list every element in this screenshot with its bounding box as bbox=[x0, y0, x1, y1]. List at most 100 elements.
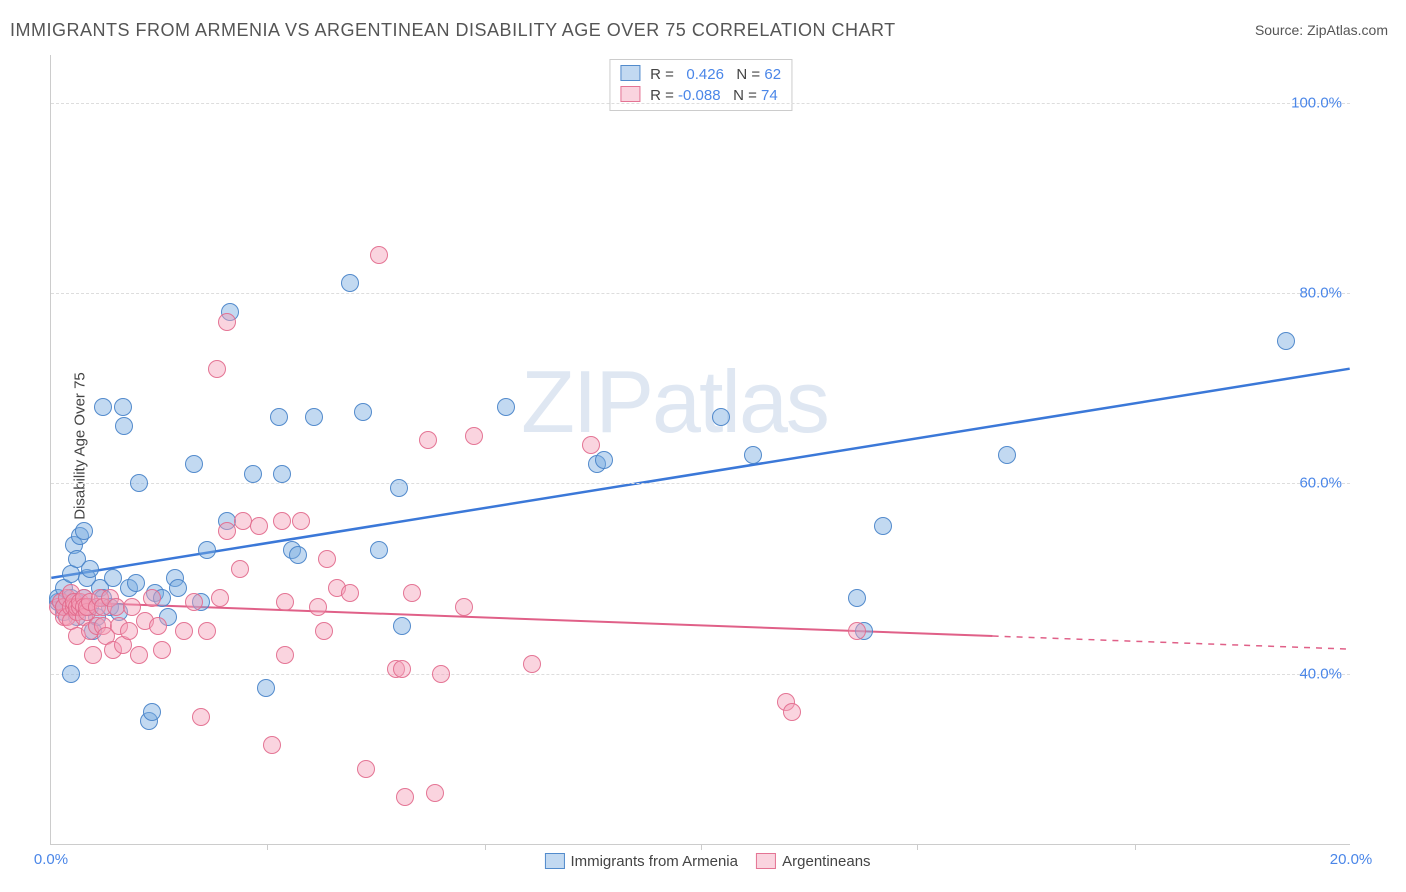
gridline-h bbox=[51, 293, 1350, 294]
x-minor-tick bbox=[917, 844, 918, 850]
data-point-armenia bbox=[130, 474, 148, 492]
gridline-h bbox=[51, 483, 1350, 484]
y-tick-label: 40.0% bbox=[1299, 665, 1342, 682]
data-point-armenia bbox=[185, 455, 203, 473]
data-point-armenia bbox=[81, 560, 99, 578]
data-point-armenia bbox=[744, 446, 762, 464]
data-point-armenia bbox=[1277, 332, 1295, 350]
x-minor-tick bbox=[485, 844, 486, 850]
data-point-argentina bbox=[192, 708, 210, 726]
data-point-argentina bbox=[149, 617, 167, 635]
data-point-armenia bbox=[114, 398, 132, 416]
data-point-armenia bbox=[393, 617, 411, 635]
source-link[interactable]: ZipAtlas.com bbox=[1307, 22, 1388, 38]
data-point-armenia bbox=[104, 569, 122, 587]
data-point-argentina bbox=[185, 593, 203, 611]
plot-area: ZIPatlas R = 0.426 N = 62 R = -0.088 N =… bbox=[50, 55, 1350, 845]
y-tick-label: 60.0% bbox=[1299, 475, 1342, 492]
data-point-argentina bbox=[123, 598, 141, 616]
data-point-argentina bbox=[84, 646, 102, 664]
data-point-argentina bbox=[218, 313, 236, 331]
x-tick-label: 20.0% bbox=[1330, 851, 1373, 868]
data-point-argentina bbox=[582, 436, 600, 454]
source-attribution: Source: ZipAtlas.com bbox=[1255, 22, 1388, 38]
data-point-armenia bbox=[198, 541, 216, 559]
watermark: ZIPatlas bbox=[521, 351, 828, 453]
data-point-armenia bbox=[270, 408, 288, 426]
data-point-argentina bbox=[783, 703, 801, 721]
data-point-argentina bbox=[357, 760, 375, 778]
data-point-armenia bbox=[143, 703, 161, 721]
data-point-argentina bbox=[250, 517, 268, 535]
data-point-armenia bbox=[115, 417, 133, 435]
data-point-armenia bbox=[169, 579, 187, 597]
trend-line-dashed-argentina bbox=[993, 636, 1350, 649]
series-label-argentina: Argentineans bbox=[782, 853, 870, 870]
data-point-argentina bbox=[848, 622, 866, 640]
data-point-armenia bbox=[289, 546, 307, 564]
data-point-argentina bbox=[276, 646, 294, 664]
data-point-armenia bbox=[370, 541, 388, 559]
legend-row-armenia: R = 0.426 N = 62 bbox=[620, 64, 781, 85]
chart-title: IMMIGRANTS FROM ARMENIA VS ARGENTINEAN D… bbox=[10, 20, 896, 41]
data-point-argentina bbox=[120, 622, 138, 640]
data-point-argentina bbox=[432, 665, 450, 683]
r-value-armenia: 0.426 bbox=[686, 66, 724, 83]
series-label-armenia: Immigrants from Armenia bbox=[570, 853, 738, 870]
data-point-argentina bbox=[309, 598, 327, 616]
data-point-armenia bbox=[595, 451, 613, 469]
series-legend: Immigrants from Armenia Argentineans bbox=[530, 853, 870, 870]
data-point-armenia bbox=[848, 589, 866, 607]
data-point-argentina bbox=[208, 360, 226, 378]
data-point-armenia bbox=[244, 465, 262, 483]
data-point-argentina bbox=[426, 784, 444, 802]
data-point-argentina bbox=[315, 622, 333, 640]
data-point-argentina bbox=[341, 584, 359, 602]
data-point-armenia bbox=[341, 274, 359, 292]
source-prefix: Source: bbox=[1255, 22, 1307, 38]
x-minor-tick bbox=[267, 844, 268, 850]
data-point-argentina bbox=[292, 512, 310, 530]
data-point-armenia bbox=[712, 408, 730, 426]
data-point-armenia bbox=[874, 517, 892, 535]
data-point-argentina bbox=[143, 589, 161, 607]
data-point-argentina bbox=[153, 641, 171, 659]
swatch-armenia bbox=[620, 65, 640, 81]
data-point-armenia bbox=[354, 403, 372, 421]
data-point-argentina bbox=[419, 431, 437, 449]
data-point-argentina bbox=[234, 512, 252, 530]
data-point-armenia bbox=[62, 665, 80, 683]
data-point-armenia bbox=[497, 398, 515, 416]
data-point-argentina bbox=[198, 622, 216, 640]
data-point-armenia bbox=[998, 446, 1016, 464]
data-point-argentina bbox=[465, 427, 483, 445]
data-point-argentina bbox=[523, 655, 541, 673]
n-value-armenia: 62 bbox=[764, 66, 781, 83]
gridline-h bbox=[51, 674, 1350, 675]
x-minor-tick bbox=[701, 844, 702, 850]
x-tick-label: 0.0% bbox=[34, 851, 68, 868]
data-point-argentina bbox=[276, 593, 294, 611]
data-point-argentina bbox=[211, 589, 229, 607]
data-point-argentina bbox=[273, 512, 291, 530]
trend-lines-svg bbox=[51, 55, 1350, 844]
swatch-argentina-bottom bbox=[756, 853, 776, 869]
data-point-argentina bbox=[130, 646, 148, 664]
data-point-argentina bbox=[403, 584, 421, 602]
data-point-armenia bbox=[127, 574, 145, 592]
swatch-armenia-bottom bbox=[544, 853, 564, 869]
data-point-armenia bbox=[305, 408, 323, 426]
swatch-argentina bbox=[620, 86, 640, 102]
data-point-armenia bbox=[257, 679, 275, 697]
data-point-argentina bbox=[370, 246, 388, 264]
data-point-argentina bbox=[263, 736, 281, 754]
n-value-argentina: 74 bbox=[761, 87, 778, 104]
data-point-armenia bbox=[75, 522, 93, 540]
data-point-argentina bbox=[396, 788, 414, 806]
y-tick-label: 80.0% bbox=[1299, 284, 1342, 301]
data-point-armenia bbox=[94, 398, 112, 416]
data-point-argentina bbox=[175, 622, 193, 640]
data-point-argentina bbox=[218, 522, 236, 540]
r-value-argentina: -0.088 bbox=[678, 87, 721, 104]
data-point-argentina bbox=[318, 550, 336, 568]
